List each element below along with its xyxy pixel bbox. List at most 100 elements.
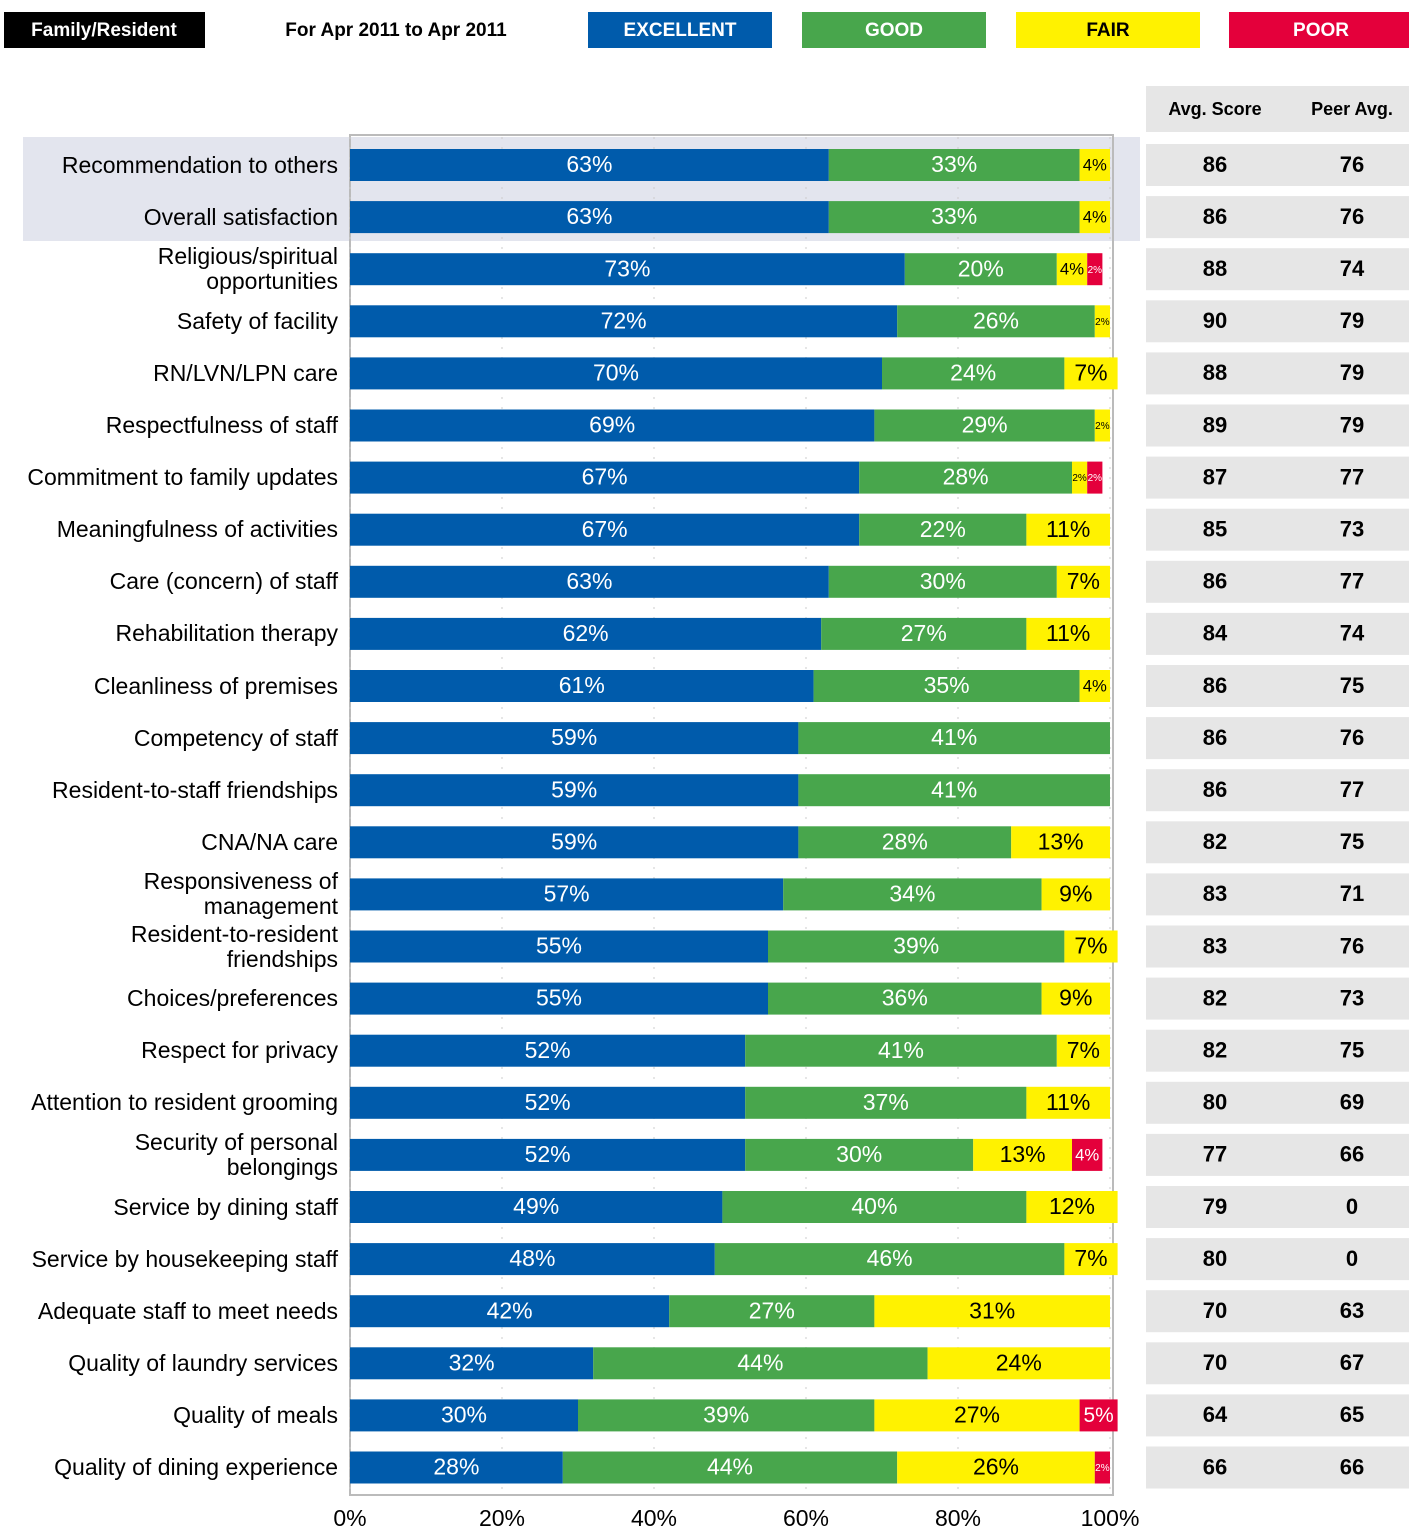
bar-segment <box>828 565 1057 598</box>
table-row-bg <box>1146 1342 1409 1385</box>
value-label: 7% <box>1067 568 1100 594</box>
table-cell: 79 <box>1340 360 1364 385</box>
bar-segment <box>798 826 1012 859</box>
bar-segment <box>350 305 898 338</box>
table-row-bg <box>1146 873 1409 916</box>
value-label: 44% <box>707 1454 753 1480</box>
bar-segment <box>874 409 1095 442</box>
value-label: 26% <box>973 307 1019 333</box>
bar-segment <box>1094 305 1110 338</box>
legend-swatch <box>1016 12 1200 48</box>
table-cell: 70 <box>1203 1350 1227 1375</box>
row-label: Resident-to-staff friendships <box>52 776 338 803</box>
bar-segment <box>714 1243 1065 1276</box>
table-cell: 86 <box>1203 152 1227 177</box>
value-label: 67% <box>582 464 628 490</box>
value-label: 11% <box>1046 516 1090 542</box>
bar-segment <box>1064 1243 1118 1276</box>
table-row-bg <box>1146 456 1409 499</box>
value-label: 13% <box>1000 1141 1046 1167</box>
table-cell: 66 <box>1340 1142 1364 1167</box>
row-label: Respectfulness of staff <box>105 412 338 438</box>
row-label: Recommendation to others <box>61 151 338 178</box>
x-tick-label: 80% <box>935 1505 981 1531</box>
table-cell: 73 <box>1340 985 1364 1010</box>
bar-segment <box>669 1295 875 1328</box>
table-row-bg <box>1146 821 1409 864</box>
bar-segment <box>1094 409 1110 442</box>
value-label: 48% <box>509 1245 555 1271</box>
bar-segment <box>350 670 814 702</box>
table-cell: 76 <box>1340 204 1364 229</box>
table-cell: 69 <box>1340 1090 1364 1115</box>
value-label: 52% <box>525 1089 571 1115</box>
table-cell: 80 <box>1203 1090 1227 1115</box>
value-label: 59% <box>551 776 597 802</box>
value-label: 7% <box>1067 1037 1100 1063</box>
table-cell: 80 <box>1203 1246 1227 1271</box>
table-cell: 0 <box>1346 1194 1358 1219</box>
value-label: 11% <box>1046 1089 1090 1115</box>
bar-segment <box>1087 253 1103 286</box>
legend-label: POOR <box>1293 20 1349 41</box>
table-row-bg <box>1146 1290 1409 1333</box>
bar-segment <box>722 1191 1027 1223</box>
bar-segment <box>973 1138 1072 1171</box>
value-label: 59% <box>551 828 597 854</box>
table-row-bg <box>1146 352 1409 395</box>
bar-segment <box>813 670 1080 702</box>
row-label: Quality of meals <box>173 1401 338 1428</box>
value-label: 55% <box>536 933 582 959</box>
value-label: 4% <box>1075 1145 1099 1164</box>
value-label: 39% <box>703 1401 749 1427</box>
row-label: Commitment to family updates <box>27 464 338 491</box>
bar-segment <box>1011 826 1110 859</box>
bar-segment <box>745 1034 1057 1067</box>
row-label: Responsiveness of management <box>143 868 338 920</box>
table-cell: 77 <box>1340 464 1364 489</box>
value-label: 2% <box>1095 1463 1110 1474</box>
bar-segment <box>350 617 822 650</box>
bar-segment <box>897 1451 1095 1484</box>
legend-swatch <box>802 12 986 48</box>
table-row-bg <box>1146 1133 1409 1176</box>
value-label: 73% <box>604 255 650 281</box>
value-label: 27% <box>901 620 947 646</box>
table-cell: 76 <box>1340 933 1364 958</box>
value-label: 27% <box>749 1297 795 1323</box>
bar-segment <box>350 253 905 286</box>
value-label: 33% <box>931 203 977 229</box>
bar-segment <box>350 1191 723 1223</box>
table-cell: 75 <box>1340 673 1364 698</box>
bar-segment <box>350 565 829 598</box>
bar-segment <box>350 1138 746 1171</box>
bar-segment <box>897 305 1095 338</box>
bar-segment <box>828 201 1080 234</box>
value-label: 41% <box>931 724 977 750</box>
bar-segment <box>1064 930 1118 963</box>
table-cell: 70 <box>1203 1298 1227 1323</box>
value-label: 63% <box>566 151 612 177</box>
table-row-bg <box>1146 612 1409 655</box>
table-cell: 76 <box>1340 725 1364 750</box>
legend-swatch <box>1229 12 1409 48</box>
value-label: 27% <box>954 1401 1000 1427</box>
value-label: 61% <box>559 672 605 698</box>
table-cell: 63 <box>1340 1298 1364 1323</box>
value-label: 33% <box>931 151 977 177</box>
value-label: 28% <box>882 828 928 854</box>
table-row-bg <box>1146 1238 1409 1281</box>
row-label: Respect for privacy <box>141 1037 338 1064</box>
row-label: Religious/spiritual opportunities <box>157 243 338 295</box>
value-label: 52% <box>525 1141 571 1167</box>
value-label: 20% <box>958 255 1004 281</box>
value-label: 5% <box>1083 1404 1113 1427</box>
table-cell: 79 <box>1340 412 1364 437</box>
table-cell: 87 <box>1203 464 1227 489</box>
value-label: 9% <box>1059 985 1092 1011</box>
table-cell: 65 <box>1340 1402 1364 1427</box>
table-row-bg <box>1146 1186 1409 1228</box>
table-row-bg <box>1146 196 1409 239</box>
value-label: 31% <box>969 1297 1015 1323</box>
